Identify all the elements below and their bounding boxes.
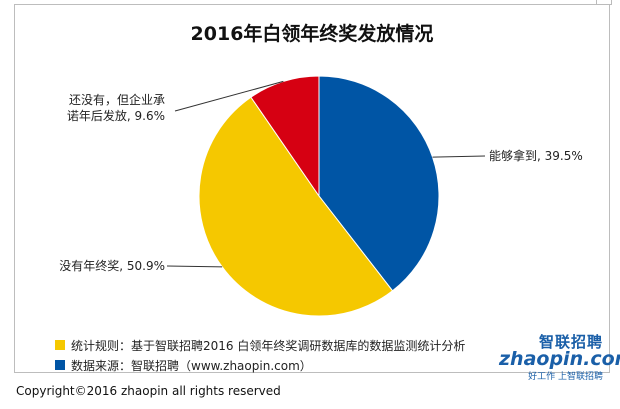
label-no-bonus: 没有年终奖, 50.9%	[59, 258, 165, 273]
label-able-to-get: 能够拿到, 39.5%	[489, 148, 583, 163]
note-source: 数据来源：智联招聘（www.zhaopin.com）	[55, 355, 465, 375]
slice-promised-later	[250, 75, 320, 198]
zhaopin-logo: 智联招聘 zhaopin.com 好工作 上智联招聘	[487, 331, 620, 382]
slice-able-to-get	[318, 75, 440, 292]
note-rule: 统计规则：基于智联招聘2016 白领年终奖调研数据库的数据监测统计分析	[55, 335, 465, 355]
note-source-text: 数据来源：智联招聘（www.zhaopin.com）	[71, 358, 312, 373]
logo-cn: 智联招聘	[538, 333, 603, 351]
chart-title: 2016年白领年终奖发放情况	[190, 23, 434, 45]
corner-mark	[596, 0, 612, 5]
leader-line-no-bonus	[166, 265, 223, 268]
chart-frame: 2016年白领年终奖发放情况 能够拿到, 39.5% 没有年终奖, 50.9% 还没…	[14, 4, 620, 382]
notes: 统计规则：基于智联招聘2016 白领年终奖调研数据库的数据监测统计分析 数据来源…	[55, 335, 465, 375]
yellow-square-icon	[55, 340, 65, 350]
label-promised-later-line1: 还没有，但企业承	[69, 92, 165, 107]
blue-square-icon	[55, 360, 65, 370]
note-rule-text: 统计规则：基于智联招聘2016 白领年终奖调研数据库的数据监测统计分析	[71, 338, 466, 353]
label-promised-later-line2: 诺年后发放, 9.6%	[67, 108, 165, 123]
leader-line-able-to-get	[432, 155, 486, 158]
logo-slogan: 好工作 上智联招聘	[528, 372, 603, 382]
logo-en: zhaopin.com	[499, 348, 620, 370]
leader-line-promised-later	[174, 80, 284, 112]
copyright: Copyright©2016 zhaopin all rights reserv…	[16, 384, 281, 398]
slice-no-bonus	[198, 96, 394, 317]
